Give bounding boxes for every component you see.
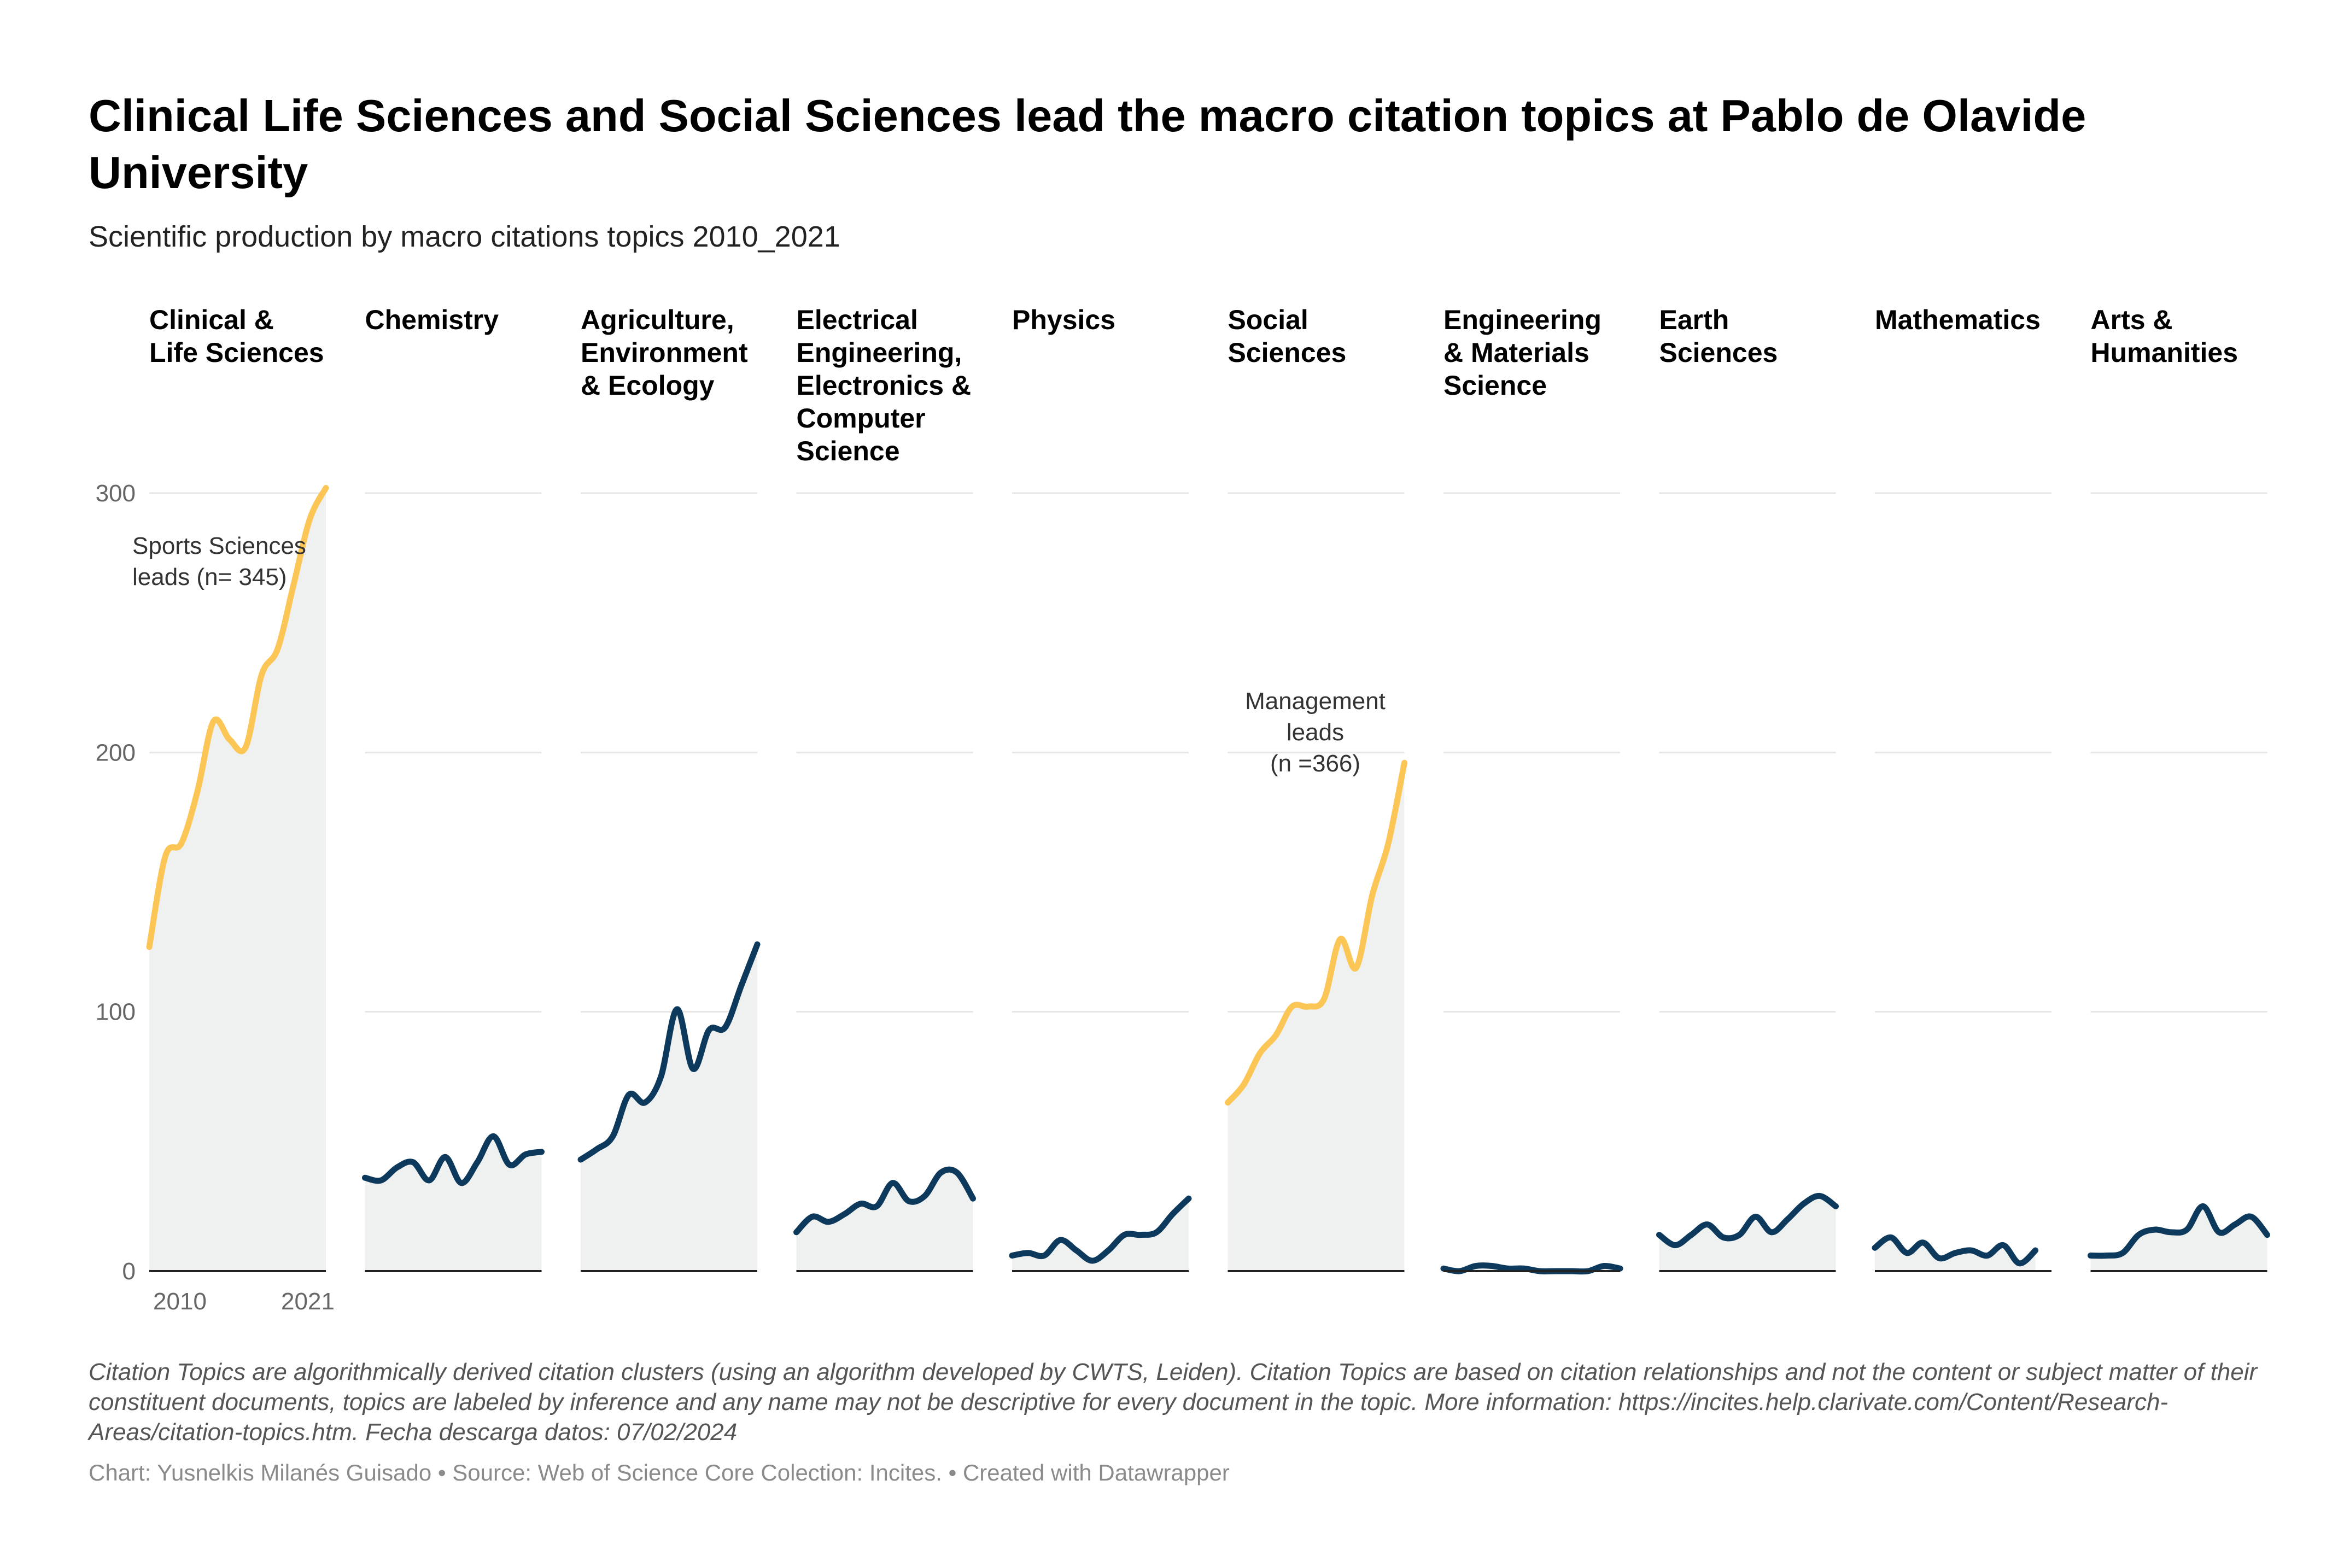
y-tick-label: 200	[96, 739, 136, 766]
series-line	[362, 1133, 545, 1186]
series-area	[1228, 763, 1405, 1271]
y-tick-label: 0	[122, 1258, 136, 1285]
annotation-text: Management	[1245, 688, 1386, 715]
panel-title: Clinical & Life Sciences	[149, 305, 324, 368]
series-area	[581, 944, 757, 1271]
series-line	[793, 1166, 976, 1236]
chart-footer: Chart: Yusnelkis Milanés Guisado • Sourc…	[89, 1460, 1230, 1485]
panel-title: Agriculture, Environment & Ecology	[581, 305, 748, 401]
series-area	[1012, 1198, 1189, 1271]
panel-title: Physics	[1012, 305, 1116, 335]
series-area	[365, 1136, 542, 1271]
annotation-text: leads (n= 345)	[132, 564, 287, 590]
series-line	[1009, 1195, 1192, 1264]
panel-title: Engineering & Materials Science	[1443, 305, 1601, 401]
chart-title: Clinical Life Sciences and Social Scienc…	[89, 90, 2086, 198]
panel-title: Earth Sciences	[1659, 305, 1778, 368]
series-line	[1872, 1234, 2039, 1267]
panel-title: Mathematics	[1875, 305, 2041, 335]
x-tick-label: 2010	[153, 1288, 207, 1315]
x-tick-label: 2021	[281, 1288, 335, 1315]
series-line	[577, 941, 761, 1163]
panel-title: Arts & Humanities	[2090, 305, 2238, 368]
chart-notes: Citation Topics are algorithmically deri…	[89, 1359, 2258, 1446]
panel-title: Chemistry	[365, 305, 499, 335]
annotation-text: leads	[1287, 719, 1344, 746]
series-line	[1225, 759, 1407, 1106]
panel-title: Electrical Engineering, Electronics & Co…	[796, 305, 972, 466]
series-area	[2090, 1206, 2267, 1271]
series-line	[2088, 1203, 2270, 1259]
panel-title: Social Sciences	[1228, 305, 1347, 368]
series-area	[149, 488, 326, 1271]
chart-subtitle: Scientific production by macro citations…	[89, 220, 840, 253]
series-area	[1659, 1196, 1836, 1271]
series-line	[1656, 1192, 1839, 1249]
y-tick-label: 100	[96, 999, 136, 1026]
annotation-text: (n =366)	[1270, 750, 1360, 777]
series-line	[146, 485, 329, 950]
annotation-text: Sports Sciences	[132, 533, 306, 559]
y-tick-label: 300	[96, 480, 136, 507]
